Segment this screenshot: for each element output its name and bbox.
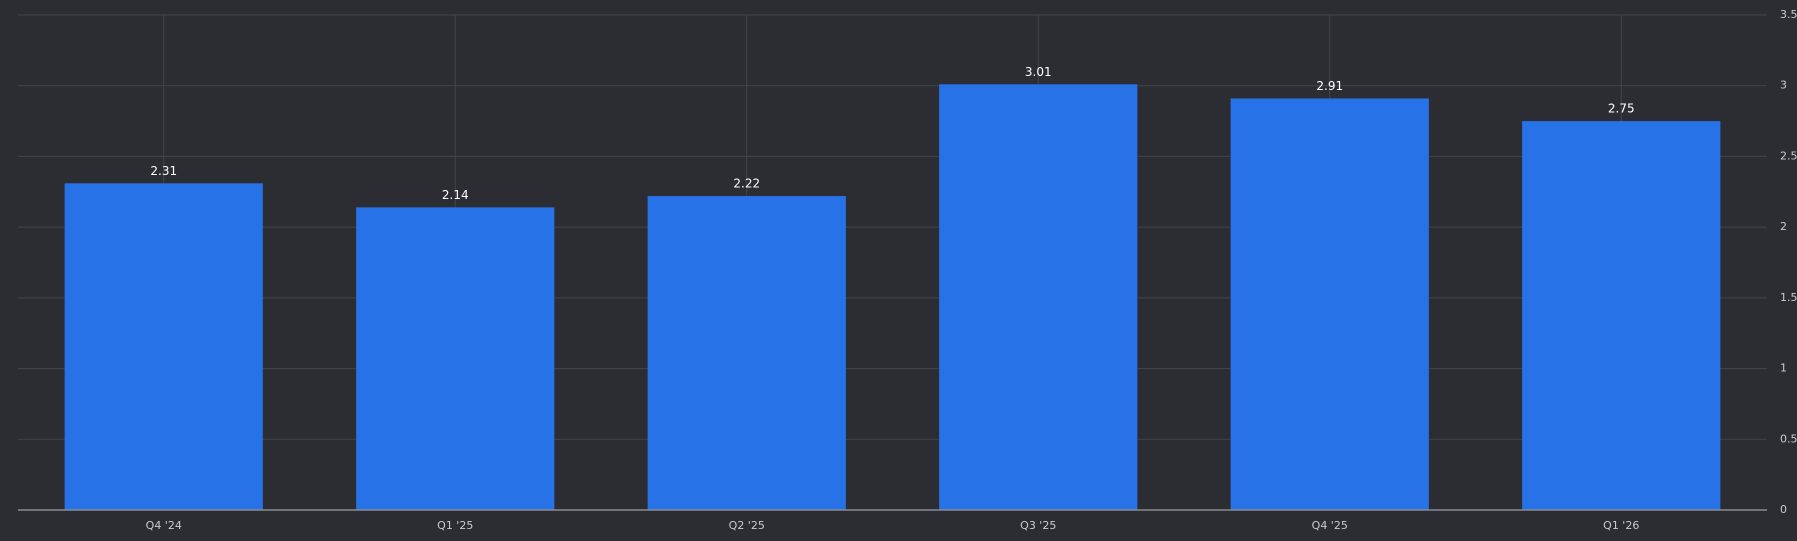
value-label: 3.01 [1025, 65, 1052, 79]
x-tick-label: Q1 '25 [437, 519, 473, 532]
bar [1522, 121, 1721, 511]
y-tick-label: 2 [1780, 220, 1787, 233]
bar [647, 196, 846, 510]
value-label: 2.31 [150, 164, 177, 178]
y-tick-label: 3 [1780, 79, 1787, 92]
y-tick-label: 0 [1780, 503, 1787, 516]
y-tick-label: 1.5 [1780, 291, 1797, 304]
x-tick-label: Q4 '24 [146, 519, 182, 532]
value-label: 2.91 [1316, 79, 1343, 93]
value-label: 2.75 [1608, 102, 1635, 116]
x-tick-label: Q4 '25 [1312, 519, 1348, 532]
bar [1230, 98, 1429, 510]
bar [64, 183, 263, 511]
value-label: 2.22 [733, 177, 760, 191]
y-tick-label: 3.5 [1780, 8, 1797, 21]
x-tick-label: Q1 '26 [1603, 519, 1639, 532]
x-tick-label: Q3 '25 [1020, 519, 1056, 532]
value-label: 2.14 [442, 188, 469, 202]
y-tick-label: 1 [1780, 362, 1787, 375]
bar [356, 207, 555, 511]
x-tick-label: Q2 '25 [729, 519, 765, 532]
y-tick-label: 2.5 [1780, 149, 1797, 162]
bar [939, 84, 1138, 511]
y-tick-label: 0.5 [1780, 432, 1797, 445]
